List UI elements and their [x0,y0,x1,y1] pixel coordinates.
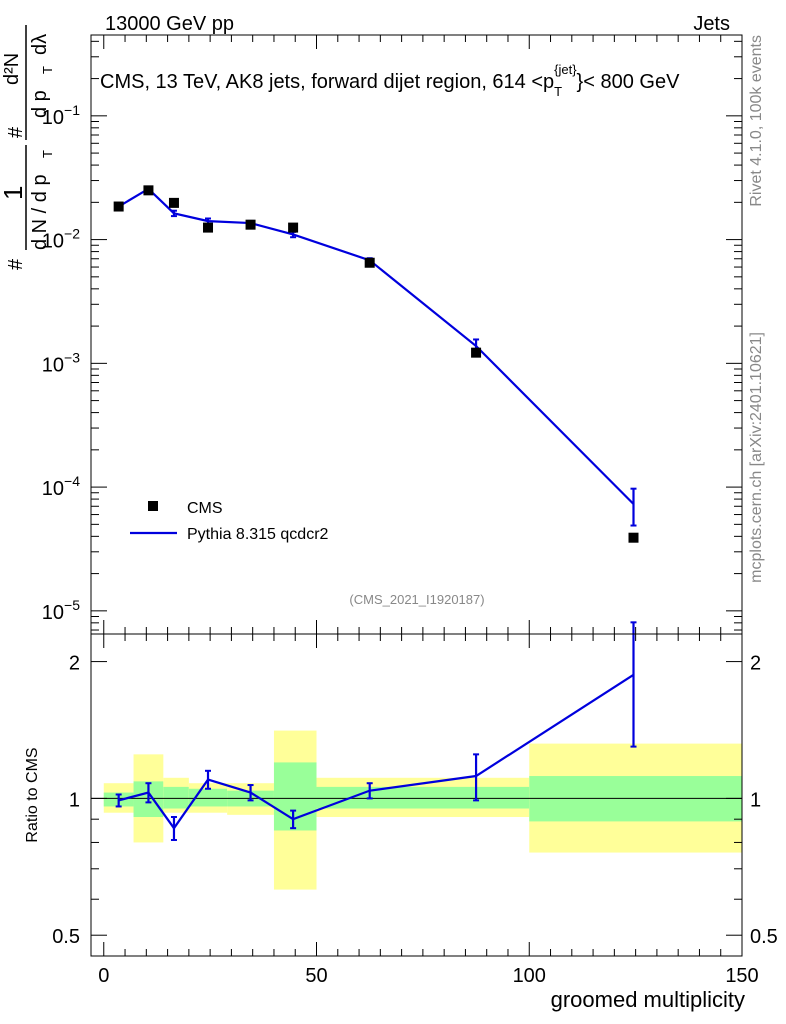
svg-text:T: T [40,150,55,158]
x-tick-label: 0 [98,965,109,987]
axes-frames [90,34,743,957]
ratio-y-tick-label-right: 2 [750,653,761,675]
svg-text:d N / d p: d N / d p [29,174,51,250]
svg-text:d²N: d²N [1,53,23,85]
main-y-tick-label: 10−4 [42,473,80,500]
axis-ticks: 0 50 100 150 10−1 10−2 10−3 10−4 10−5 2 2 1 1 0.5 0.5 [42,35,778,987]
main-y-tick-label: 10−1 [42,102,80,129]
data-point [245,219,256,230]
main-panel-series [113,185,639,543]
ratio-y-tick-label-left: 2 [69,653,80,675]
data-point [288,222,299,233]
data-point [471,347,482,358]
ratio-band-inner-2 [163,786,189,809]
ratio-y-tick-label-left: 0.5 [52,926,80,948]
main-y-tick-label: 10−3 [42,349,80,376]
svg-text:d p: d p [29,90,51,118]
rivet-version-label: Rivet 4.1.0, 100k events [748,35,765,207]
main-y-axis-label: # 1 d N / d p T # d²N d p T dλ [0,25,55,270]
main-y-tick-label: 10−2 [42,226,80,253]
data-point [203,222,214,233]
ratio-y-tick-label-right: 0.5 [750,926,778,948]
legend-data-label: CMS [187,500,223,517]
x-tick-label: 150 [725,965,758,987]
mc-series-line [118,187,635,505]
mcplots-label: mcplots.cern.ch [arXiv:2401.10621] [748,332,765,583]
ratio-y-axis-label: Ratio to CMS [24,747,41,842]
chart-title: CMS, 13 TeV, AK8 jets, forward dijet reg… [100,62,680,99]
main-panel-frame [90,34,743,635]
data-point [113,201,124,212]
x-tick-label: 50 [305,965,327,987]
svg-text:dλ: dλ [29,34,51,55]
legend-data-marker [148,501,158,511]
header-left: 13000 GeV pp [105,13,234,35]
svg-text:T: T [40,66,55,74]
main-y-tick-label: 10−5 [42,597,80,624]
svg-text:#: # [5,258,27,270]
data-point [143,185,154,196]
ratio-uncertainty-bands [103,730,742,890]
data-point [168,197,179,208]
ratio-panel-frame [90,633,743,957]
data-point [628,532,639,543]
svg-text:#: # [5,126,27,138]
ratio-panel-series [115,621,637,841]
ratio-band-inner-5 [273,762,317,831]
analysis-watermark: (CMS_2021_I1920187) [349,592,484,607]
ratio-y-tick-label-right: 1 [750,789,761,811]
svg-text:1: 1 [0,186,28,200]
ratio-y-tick-label-left: 1 [69,789,80,811]
data-point [364,257,375,268]
x-tick-label: 100 [513,965,546,987]
x-axis-label: groomed multiplicity [551,987,745,1012]
legend-mc-label: Pythia 8.315 qcdcr2 [187,526,329,543]
header-right: Jets [693,13,730,35]
legend: CMS Pythia 8.315 qcdcr2 [130,500,329,543]
